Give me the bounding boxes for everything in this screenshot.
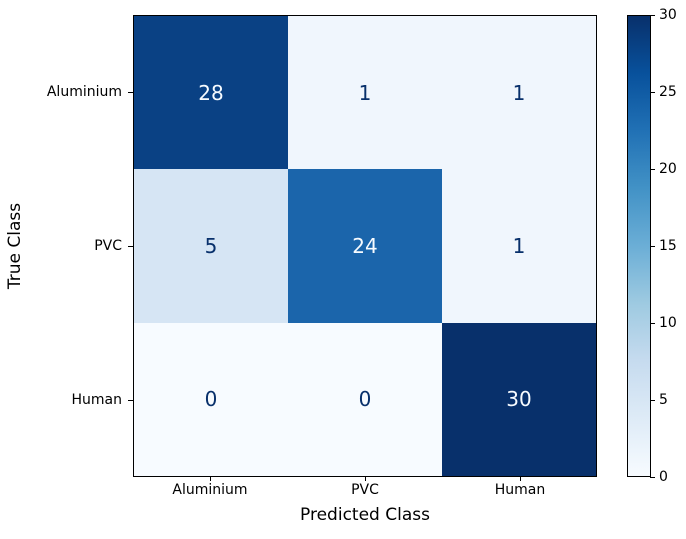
- x-tick-mark: [365, 477, 366, 481]
- matrix-cell-pvc-human: 1: [442, 169, 596, 323]
- matrix-cell-pvc-aluminium: 5: [134, 169, 288, 323]
- x-tick-mark: [210, 477, 211, 481]
- y-tick-mark: [128, 246, 133, 247]
- x-tick-label-human: Human: [494, 482, 546, 498]
- x-tick-label-pvc: PVC: [351, 482, 379, 498]
- colorbar-tick-label-20: 20: [659, 161, 677, 177]
- colorbar-tick-mark: [650, 477, 655, 478]
- colorbar-tick-mark: [650, 92, 655, 93]
- y-tick-mark: [128, 400, 133, 401]
- colorbar: [627, 15, 651, 477]
- y-axis-title-text: True Class: [5, 202, 25, 290]
- matrix-cell-aluminium-human: 1: [442, 16, 596, 170]
- colorbar-tick-mark: [650, 400, 655, 401]
- colorbar-tick-label-15: 15: [659, 238, 677, 254]
- colorbar-tick-label-25: 25: [659, 84, 677, 100]
- matrix-cell-pvc-pvc: 24: [288, 169, 442, 323]
- y-tick-mark: [128, 92, 133, 93]
- colorbar-tick-label-10: 10: [659, 315, 677, 331]
- matrix-cell-human-human: 30: [442, 322, 596, 476]
- x-tick-mark: [520, 477, 521, 481]
- y-tick-label-human: Human: [71, 392, 123, 408]
- heatmap-grid: 28 1 1 5 24 1 0 0 30: [133, 15, 597, 477]
- matrix-cell-aluminium-aluminium: 28: [134, 16, 288, 170]
- matrix-cell-human-pvc: 0: [288, 322, 442, 476]
- matrix-cell-human-aluminium: 0: [134, 322, 288, 476]
- colorbar-tick-mark: [650, 323, 655, 324]
- x-axis-title: Predicted Class: [300, 505, 430, 525]
- colorbar-tick-label-30: 30: [659, 7, 677, 23]
- y-tick-label-aluminium: Aluminium: [46, 84, 122, 100]
- colorbar-tick-mark: [650, 169, 655, 170]
- colorbar-tick-label-0: 0: [659, 469, 668, 485]
- matrix-cell-aluminium-pvc: 1: [288, 16, 442, 170]
- colorbar-tick-mark: [650, 246, 655, 247]
- colorbar-tick-label-5: 5: [659, 392, 668, 408]
- x-tick-label-aluminium: Aluminium: [172, 482, 248, 498]
- y-tick-label-pvc: PVC: [94, 238, 122, 254]
- colorbar-tick-mark: [650, 15, 655, 16]
